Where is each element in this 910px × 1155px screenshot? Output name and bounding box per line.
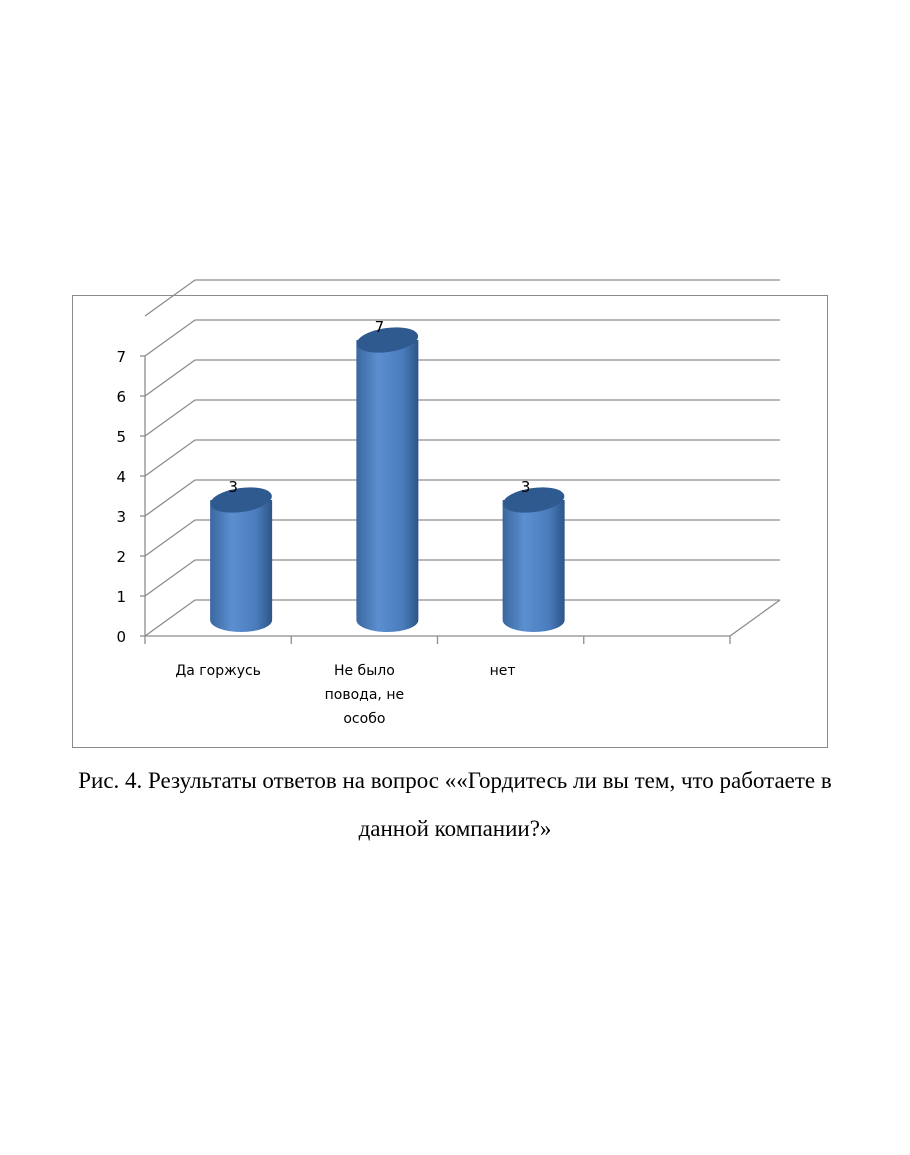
category-label: повода, не	[325, 687, 404, 703]
side-gridline	[144, 519, 196, 557]
data-label: 3	[228, 478, 238, 496]
bar	[210, 500, 273, 632]
y-tick-label: 6	[116, 388, 126, 406]
category-label: особо	[343, 711, 385, 727]
category-label: Да горжусь	[175, 663, 261, 679]
side-gridline	[144, 319, 196, 357]
data-label: 7	[375, 318, 385, 336]
side-gridline	[144, 439, 196, 477]
side-gridline	[144, 279, 196, 317]
bar	[356, 340, 419, 632]
category-label: Не было	[334, 663, 395, 679]
bar-top	[210, 487, 272, 513]
chart-frame	[72, 295, 828, 748]
side-gridline	[144, 479, 196, 517]
figure-caption-line-1: Рис. 4. Результаты ответов на вопрос ««Г…	[78, 768, 832, 793]
floor-edge	[729, 599, 781, 637]
y-tick-label: 7	[116, 348, 126, 366]
y-tick-label: 0	[116, 628, 126, 646]
y-tick-label: 2	[116, 548, 126, 566]
bar-top	[502, 487, 565, 513]
y-tick-label: 5	[116, 428, 126, 446]
y-tick-label: 1	[116, 588, 126, 606]
figure-caption-line-2: данной компании?»	[358, 816, 552, 841]
side-gridline	[144, 559, 196, 597]
data-label: 3	[521, 478, 531, 496]
side-gridline	[144, 599, 196, 637]
y-tick-label: 3	[116, 508, 126, 526]
bar	[502, 500, 565, 632]
category-label: нет	[490, 663, 516, 679]
y-tick-label: 4	[116, 468, 126, 486]
side-gridline	[144, 359, 196, 397]
bar-top	[356, 327, 419, 353]
side-gridline	[144, 399, 196, 437]
